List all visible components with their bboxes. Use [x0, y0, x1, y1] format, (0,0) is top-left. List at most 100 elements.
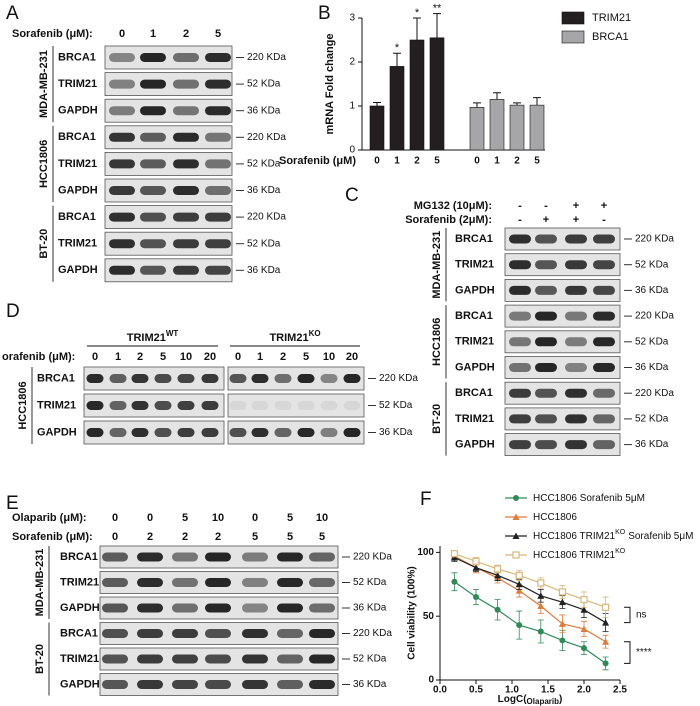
band	[320, 374, 338, 383]
blot-strip	[83, 393, 225, 418]
lane-label: 20	[204, 351, 216, 363]
legend-name: HCC1806 Sorafenib 5μM	[533, 493, 645, 504]
x-tick-label: 1.0	[505, 685, 519, 696]
band	[140, 132, 166, 142]
lane-label: 5	[160, 351, 166, 363]
blot-strip	[504, 278, 621, 302]
lane-label: 20	[346, 351, 358, 363]
band	[309, 654, 335, 664]
lane-label: 5	[182, 512, 188, 524]
blot-strip	[83, 366, 225, 391]
band	[172, 552, 198, 562]
band	[205, 629, 231, 638]
error-bar	[533, 97, 541, 106]
significance: ****	[636, 647, 652, 658]
band	[131, 428, 149, 437]
bracket	[624, 641, 631, 664]
band	[343, 401, 361, 410]
marker	[537, 602, 545, 609]
band	[565, 388, 587, 398]
band	[309, 629, 335, 638]
band	[309, 552, 335, 562]
band	[109, 159, 135, 169]
size-label: 52 KDa	[635, 414, 669, 425]
size-label: 220 KDa	[247, 52, 286, 63]
size-label: 36 KDa	[353, 603, 387, 614]
lane-label: +	[573, 200, 579, 212]
blot-strip	[504, 433, 621, 457]
protein-label: TRIM21	[60, 653, 99, 665]
lane-label: 1	[257, 351, 263, 363]
y-tick-label: 1	[349, 101, 355, 112]
band	[140, 79, 166, 89]
band	[137, 680, 163, 689]
band	[205, 680, 231, 689]
band	[593, 440, 615, 450]
cell-line-label: HCC1806	[38, 140, 50, 188]
marker	[580, 606, 588, 613]
treatment-label: Sorafenib (2μM):	[405, 214, 492, 226]
blot-strip	[504, 381, 621, 405]
band	[309, 578, 335, 587]
lane-label: 0	[112, 512, 118, 524]
x-tick-label: 0.5	[469, 685, 483, 696]
lane-label: 2	[280, 351, 286, 363]
legend-label: HCC1806	[533, 512, 577, 523]
protein-label: BRCA1	[60, 551, 98, 563]
size-label: 36 KDa	[247, 265, 281, 276]
y-tick-label: 50	[423, 611, 435, 622]
legend-label: TRIM21	[592, 12, 631, 24]
blot-strip	[104, 45, 233, 70]
y-tick-label: 0	[428, 675, 434, 686]
condition-name: TRIM21	[269, 332, 308, 344]
band	[509, 363, 531, 372]
size-label: 52 KDa	[247, 79, 281, 90]
protein-label: BRCA1	[455, 233, 493, 245]
band	[320, 401, 338, 410]
band	[242, 603, 268, 613]
band	[131, 401, 149, 410]
size-label: 220 KDa	[635, 311, 674, 322]
legend-swatch	[561, 30, 585, 44]
marker	[451, 578, 458, 585]
band	[173, 186, 199, 195]
band	[229, 428, 247, 437]
band	[593, 260, 615, 270]
band	[109, 401, 127, 410]
band	[593, 285, 615, 295]
band	[137, 629, 163, 638]
size-label: 36 KDa	[247, 185, 281, 196]
marker	[581, 645, 587, 652]
treatment-label: MG132 (10μM):	[414, 200, 492, 212]
series-line	[454, 556, 606, 624]
band	[109, 265, 135, 275]
size-label: 220 KDa	[353, 552, 392, 563]
significance: *	[415, 7, 420, 19]
lane-label: 10	[323, 351, 335, 363]
y-tick-label: 0	[349, 145, 355, 156]
marker	[602, 638, 610, 645]
series-line	[454, 581, 606, 664]
cell-line-label: MDA-MB-231	[431, 231, 443, 299]
size-label: 220 KDa	[247, 212, 286, 223]
legend-sup: KO	[615, 529, 626, 536]
error-bar	[493, 92, 501, 100]
lane-label: 10	[180, 351, 192, 363]
band	[593, 311, 615, 321]
blot-strip	[104, 231, 233, 256]
condition-sup: KO	[309, 329, 321, 338]
x-tick-label: 5	[434, 156, 440, 167]
band	[274, 374, 292, 383]
lane-label: -	[518, 214, 522, 226]
marker	[580, 625, 588, 632]
bar	[429, 37, 445, 151]
marker	[515, 587, 523, 594]
band	[205, 265, 231, 275]
marker	[494, 606, 501, 613]
band	[201, 428, 219, 437]
band	[565, 440, 587, 450]
band	[565, 260, 587, 270]
band	[201, 374, 219, 383]
blot-strip	[104, 98, 233, 123]
size-label: 52 KDa	[379, 400, 413, 411]
